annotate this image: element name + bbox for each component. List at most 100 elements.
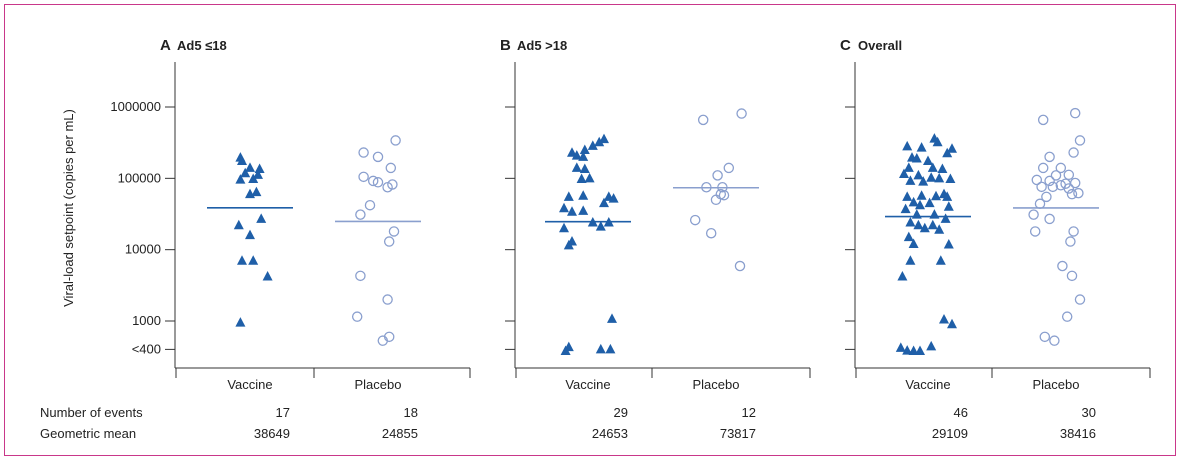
panel-c-vaccine-point-29 [911,209,922,219]
panel-c-vaccine-point-3 [916,142,927,152]
panel-a-placebo-point-5 [367,175,379,187]
panel-b: B Ad5 >18 29 12 24653 73817 Vaccine Place… [500,37,811,441]
panel-b-title: Ad5 >18 [517,38,567,53]
panel-c-vaccine-point-21 [916,190,927,200]
panel-c-vaccine-point-36 [934,224,945,234]
panel-c-placebo-point-18 [1073,187,1084,199]
panel-a-placebo-point-15 [351,311,363,322]
panel-b-placebo-point-5 [717,181,728,193]
panel-c-vaccine-point-15 [934,172,945,183]
panel-c-vaccine-point-4 [947,143,957,153]
panel-b-vaccine-point-3 [579,144,590,154]
panel-a-y-tick-label-2: 10000 [125,242,161,257]
panel-b-category-label-1: Placebo [693,377,740,392]
panel-b-vaccine-point-17 [567,206,577,216]
panel-c-vaccine-point-30 [929,209,940,219]
panel-c-placebo-point-16 [1047,181,1059,193]
panel-c-vaccine-point-47 [908,345,919,355]
panel-c-vaccine-point-40 [905,255,916,265]
panel-c-placebo-point-9 [1044,175,1055,187]
panel-c-title: Overall [858,38,902,53]
panel-c-vaccine-point-20 [902,191,913,201]
panel-c-vaccine-point-14 [926,172,937,182]
panel-c-placebo-point-2 [1074,135,1086,146]
panel-c-placebo-geomean: 38416 [1060,426,1096,441]
panel-c-vaccine-point-5 [942,147,953,158]
panel-c-placebo-point-1 [1037,114,1049,126]
panel-b-vaccine-point-18 [578,205,589,215]
panel-c: C Overall 46 30 29109 38416 Vaccine Place… [840,37,1151,441]
panel-b-vaccine-point-9 [584,172,595,183]
panel-b-placebo-point-9 [689,214,701,226]
panel-c-vaccine-point-33 [913,219,924,230]
panel-a-vaccine-geomean: 38649 [254,426,290,441]
panel-b-placebo-events: 12 [742,405,756,420]
panel-a-placebo-point-10 [355,209,366,220]
panel-a-vaccine-point-2 [245,162,255,172]
panel-c-placebo-point-27 [1066,270,1078,282]
panel-c-letter: C [840,37,851,54]
panel-a-vaccine-point-10 [256,213,267,223]
panel-c-vaccine-point-7 [911,152,922,163]
panel-c-vaccine-point-41 [935,255,946,265]
panel-c-placebo-point-6 [1055,162,1067,174]
panel-a-vaccine-events: 17 [276,405,290,420]
panel-c-placebo-point-29 [1061,311,1073,322]
panel-a-category-label-0: Vaccine [227,377,272,392]
panel-c-vaccine-point-35 [919,222,930,233]
panel-a-vaccine-point-4 [240,167,251,178]
panel-c-vaccine-point-1 [932,136,943,147]
panel-a-vaccine-point-5 [253,169,263,179]
panel-c-vaccine-point-24 [908,196,919,207]
panel-c-vaccine-point-32 [905,217,916,227]
panel-b-vaccine-point-16 [559,202,569,213]
panel-a-placebo-geomean: 24855 [382,426,418,441]
panel-c-vaccine-point-17 [905,175,916,185]
panel-b-placebo-point-2 [723,162,735,174]
panel-c-vaccine-point-37 [903,231,914,242]
panel-c-placebo-point-4 [1044,151,1055,163]
panel-b-vaccine-point-22 [587,217,598,227]
panel-c-vaccine-point-31 [940,213,951,223]
panel-a-vaccine-point-12 [245,229,255,240]
panel-a-placebo-point-12 [383,236,395,247]
panel-a-y-tick-label-1: 100000 [118,170,161,185]
panel-b-vaccine-point-14 [599,197,609,208]
panel-b-vaccine-point-20 [595,221,606,231]
panel-a-y-tick-label-4: <400 [132,341,161,356]
panel-b-vaccine-point-4 [567,147,577,157]
panel-a-placebo-point-2 [372,151,384,163]
panel-b-vaccine-point-11 [563,191,574,201]
panel-b-vaccine-point-10 [576,173,587,183]
panel-b-vaccine-point-19 [603,217,614,227]
panel-c-placebo-point-24 [1029,226,1041,237]
panel-c-placebo-point-23 [1068,226,1079,237]
panel-b-vaccine-point-12 [578,190,589,200]
panel-a-placebo-point-6 [372,177,384,188]
panel-c-vaccine-point-45 [895,342,906,352]
panel-a-vaccine-point-9 [245,188,255,199]
panel-c-vaccine-point-8 [923,155,933,165]
panel-b-vaccine-point-24 [563,239,574,250]
panel-a-placebo-point-1 [358,147,369,158]
panel-c-placebo-point-5 [1037,162,1049,174]
panel-a-vaccine-point-1 [237,155,247,165]
panel-a-letter: A [160,37,171,54]
panel-c-placebo-point-15 [1063,183,1075,194]
panel-c-vaccine-geomean: 29109 [932,426,968,441]
panel-c-placebo-point-30 [1039,331,1051,343]
panel-b-vaccine-point-8 [579,163,590,174]
panel-c-vaccine-events: 46 [954,405,968,420]
panel-b-vaccine-point-21 [559,222,569,233]
panel-a-vaccine-point-16 [235,317,246,327]
panel-a-placebo-point-13 [355,270,366,282]
panel-b-letter: B [500,37,511,54]
figure-border [4,4,1176,456]
panel-a-placebo-point-3 [385,162,397,174]
panel-b-vaccine-point-15 [608,193,619,203]
panel-c-placebo-point-10 [1031,174,1043,186]
panel-b-placebo-point-7 [718,189,730,201]
panel-a-placebo-point-9 [364,199,376,211]
row-label-events: Number of events [40,405,143,420]
